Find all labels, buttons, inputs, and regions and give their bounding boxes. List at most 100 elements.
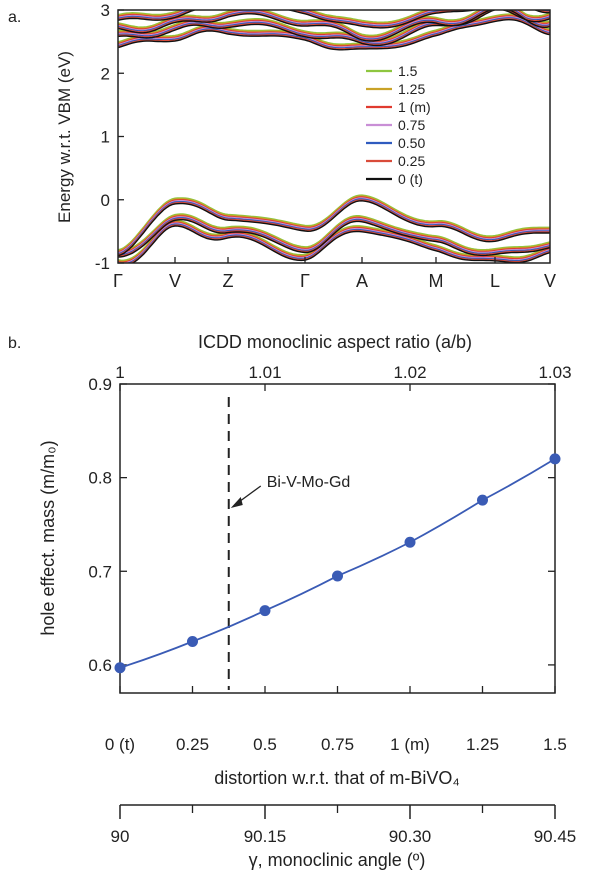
b-xtick-label: 1 (m) bbox=[390, 735, 430, 754]
a-xtick-label: V bbox=[544, 271, 556, 291]
panel-b-y-axis-label: hole effect. mass (m/m₀) bbox=[38, 440, 58, 635]
secondary-x-ticks: 90 90.15 90.30 90.45 bbox=[111, 805, 577, 846]
band-line bbox=[118, 10, 550, 47]
x2-tick-label: 90 bbox=[111, 827, 130, 846]
legend-label: 1 (m) bbox=[398, 99, 431, 115]
a-xtick-label: V bbox=[169, 271, 181, 291]
a-xtick-label: Γ bbox=[300, 271, 310, 291]
secondary-x-axis-label: γ, monoclinic angle (º) bbox=[249, 850, 426, 870]
band-line bbox=[118, 13, 550, 45]
band-line bbox=[118, 10, 550, 26]
legend-label: 0.75 bbox=[398, 117, 425, 133]
x2-tick-label: 90.45 bbox=[534, 827, 577, 846]
a-ytick-label: 1 bbox=[101, 128, 110, 147]
panel-a-label: a. bbox=[8, 9, 21, 26]
band-line bbox=[118, 10, 550, 46]
b-ytick-label: 0.9 bbox=[88, 375, 112, 394]
b-toptick-label: 1.03 bbox=[538, 363, 571, 382]
panel-a-y-axis-label: Energy w.r.t. VBM (eV) bbox=[55, 51, 74, 223]
band-line bbox=[118, 10, 550, 28]
a-ytick-label: 2 bbox=[101, 64, 110, 83]
band-line bbox=[118, 221, 550, 263]
a-xtick-label: A bbox=[356, 271, 368, 291]
a-ytick-label: 0 bbox=[101, 191, 110, 210]
hole-mass-points bbox=[114, 453, 561, 674]
data-point bbox=[477, 494, 488, 506]
b-toptick-label: 1 bbox=[115, 363, 124, 382]
band-line bbox=[118, 214, 550, 253]
b-ytick-label: 0.7 bbox=[88, 562, 112, 581]
data-point bbox=[114, 662, 126, 674]
data-point bbox=[404, 536, 416, 548]
panel-a-y-ticks: -1 0 1 2 3 bbox=[95, 1, 124, 273]
band-line bbox=[129, 224, 550, 263]
b-toptick-label: 1.02 bbox=[393, 363, 426, 382]
band-line bbox=[131, 225, 550, 263]
panel-a: a. -1 0 1 2 3 Γ V Z Γ A M L V Energy w.r.t. VBM (eV… bbox=[8, 1, 556, 291]
a-xtick-label: Z bbox=[223, 271, 234, 291]
panel-b-top-ticks: 1 1.01 1.02 1.03 bbox=[115, 363, 572, 391]
panel-b-y-ticks: 0.6 0.7 0.8 0.9 bbox=[88, 375, 555, 675]
band-line bbox=[118, 219, 550, 258]
legend-label: 1.5 bbox=[398, 63, 418, 79]
data-point bbox=[332, 570, 343, 582]
band-line bbox=[118, 10, 550, 39]
a-xtick-label: Γ bbox=[113, 271, 123, 291]
band-line bbox=[118, 10, 428, 23]
band-line bbox=[118, 217, 550, 257]
a-ytick-label: 3 bbox=[101, 1, 110, 20]
band-line bbox=[118, 14, 550, 46]
a-xtick-label: L bbox=[490, 271, 500, 291]
b-ytick-label: 0.6 bbox=[88, 656, 112, 675]
band-line bbox=[118, 18, 550, 50]
band-line bbox=[118, 16, 550, 48]
panel-b-frame bbox=[119, 383, 556, 694]
b-xtick-label: 1.25 bbox=[466, 735, 499, 754]
data-point bbox=[187, 636, 198, 647]
b-xtick-label: 0.25 bbox=[176, 735, 209, 754]
b-toptick-label: 1.01 bbox=[248, 363, 281, 382]
band-line bbox=[118, 216, 550, 255]
legend-label: 0 (t) bbox=[398, 171, 423, 187]
x2-tick-label: 90.15 bbox=[244, 827, 287, 846]
band-line bbox=[118, 196, 550, 253]
band-line bbox=[118, 10, 550, 42]
x2-tick-label: 90.30 bbox=[389, 827, 432, 846]
band-line bbox=[118, 10, 550, 29]
b-xtick-label: 0.5 bbox=[253, 735, 277, 754]
a-band-group bbox=[118, 10, 550, 263]
panel-b-top-axis-title: ICDD monoclinic aspect ratio (a/b) bbox=[198, 332, 472, 352]
panel-b-x-ticks: 0 (t) 0.25 0.5 0.75 1 (m) 1.25 1.5 bbox=[105, 686, 567, 754]
b-ytick-label: 0.8 bbox=[88, 469, 112, 488]
band-line bbox=[118, 10, 550, 38]
annotation-arrowhead bbox=[230, 497, 243, 508]
panel-a-legend: 1.5 1.25 1 (m) 0.75 0.50 0.25 0 (t) bbox=[360, 58, 478, 194]
panel-b-label: b. bbox=[8, 335, 21, 352]
band-line bbox=[118, 194, 550, 251]
band-line bbox=[118, 15, 550, 47]
band-line bbox=[118, 10, 550, 42]
band-line bbox=[118, 10, 432, 24]
a-xtick-label: M bbox=[429, 271, 444, 291]
band-line bbox=[118, 223, 550, 263]
band-line bbox=[118, 10, 550, 41]
band-line bbox=[118, 200, 550, 257]
b-xtick-label: 0 (t) bbox=[105, 735, 135, 754]
band-line bbox=[118, 222, 550, 263]
band-line bbox=[118, 199, 550, 256]
legend-label: 0.25 bbox=[398, 153, 425, 169]
band-structure-lines bbox=[118, 10, 550, 263]
data-point bbox=[259, 605, 271, 617]
a-ytick-label: -1 bbox=[95, 254, 110, 273]
data-point bbox=[549, 453, 561, 465]
legend-label: 1.25 bbox=[398, 81, 425, 97]
band-line bbox=[118, 10, 550, 27]
legend-label: 0.50 bbox=[398, 135, 425, 151]
panel-b-x-axis-label: distortion w.r.t. that of m-BiVO₄ bbox=[214, 768, 459, 788]
panel-b: b. ICDD monoclinic aspect ratio (a/b) 0.… bbox=[8, 332, 576, 870]
annotation-label: Bi-V-Mo-Gd bbox=[267, 474, 351, 491]
band-line bbox=[118, 17, 550, 49]
band-line bbox=[118, 18, 550, 51]
